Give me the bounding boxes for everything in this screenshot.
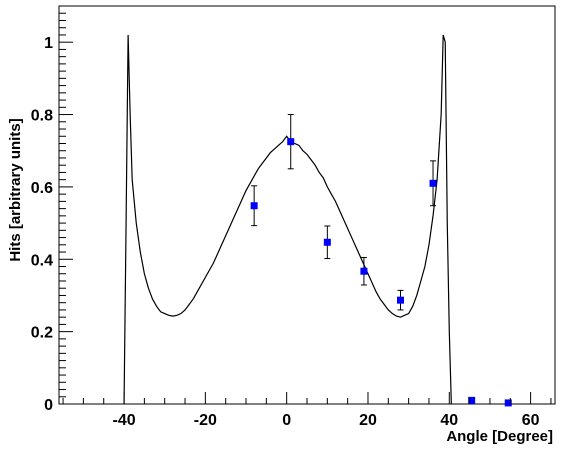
x-tick-label: -20 <box>194 412 217 429</box>
x-tick-label: 60 <box>522 412 540 429</box>
y-axis-title: Hits [arbitrary units] <box>7 118 24 261</box>
y-axis: 0 0.2 0.4 0.6 0.8 1 <box>31 12 73 414</box>
data-point <box>287 138 295 146</box>
x-axis-title: Angle [Degree] <box>446 428 553 445</box>
x-tick-label: 20 <box>359 412 377 429</box>
y-tick-label: 0 <box>44 397 53 414</box>
simulation-curve <box>123 34 452 405</box>
x-tick-label: -40 <box>112 412 135 429</box>
y-tick-label: 0.8 <box>31 108 53 125</box>
x-axis: -40 -20 0 20 40 60 <box>62 392 552 429</box>
points-layer <box>250 114 512 407</box>
data-point <box>468 396 476 404</box>
data-point <box>504 399 512 407</box>
y-tick-label: 0.6 <box>31 180 53 197</box>
x-tick-label: 0 <box>282 412 291 429</box>
y-tick-label: 0.4 <box>31 252 53 269</box>
data-point <box>397 296 405 304</box>
curve-layer <box>123 34 452 405</box>
x-tick-label: 40 <box>440 412 458 429</box>
plot-frame <box>58 5 556 405</box>
data-point <box>429 179 437 187</box>
data-point <box>323 238 331 246</box>
y-tick-label: 0.2 <box>31 325 53 342</box>
data-point <box>250 202 258 210</box>
data-point <box>360 267 368 275</box>
y-tick-label: 1 <box>44 35 53 52</box>
